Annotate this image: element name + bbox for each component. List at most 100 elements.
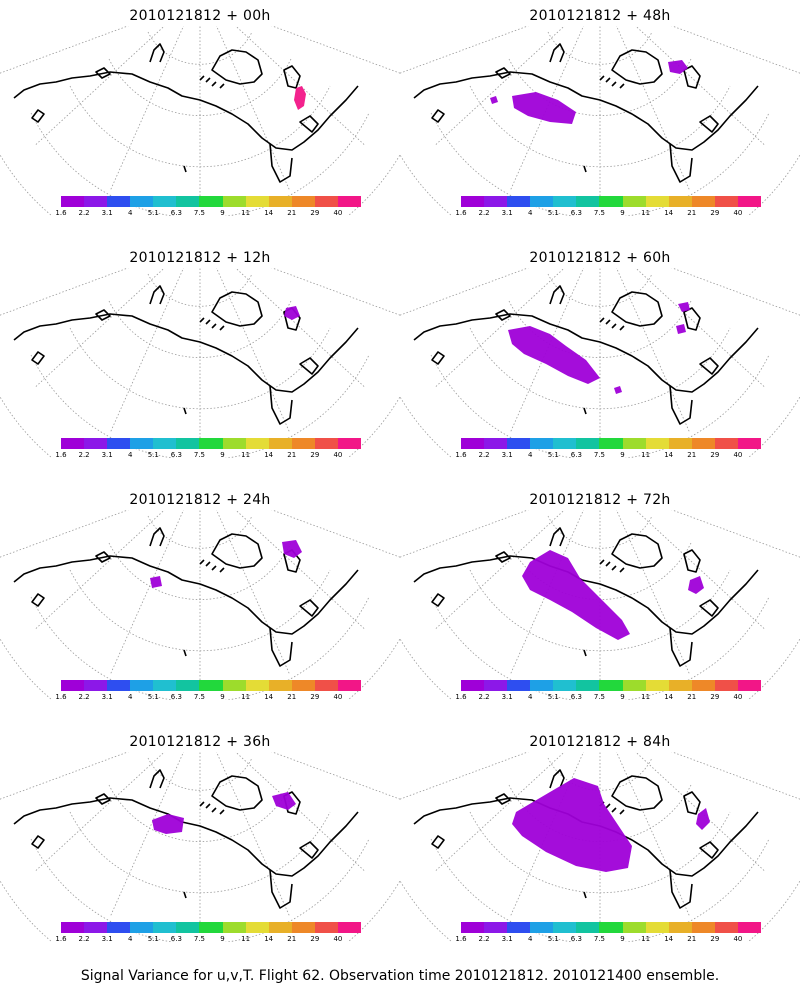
colorbar-swatch bbox=[222, 680, 246, 691]
colorbar-swatch bbox=[61, 438, 85, 449]
polar-map bbox=[400, 26, 800, 216]
colorbar-label: 14 bbox=[664, 451, 674, 459]
colorbar-swatch bbox=[507, 922, 531, 933]
colorbar bbox=[61, 922, 362, 933]
colorbar-swatch bbox=[199, 680, 223, 691]
colorbar-swatch bbox=[130, 196, 154, 207]
panel-title: 2010121812 + 48h bbox=[529, 8, 671, 24]
colorbar-label: 4 bbox=[527, 209, 533, 217]
colorbar-label: 40 bbox=[733, 209, 743, 217]
colorbar-swatch bbox=[245, 438, 269, 449]
colorbar-swatch bbox=[599, 680, 623, 691]
colorbar-label: 11 bbox=[241, 693, 251, 701]
colorbar-label: 21 bbox=[687, 451, 697, 459]
panel-title: 2010121812 + 60h bbox=[529, 250, 671, 266]
colorbar-swatch bbox=[314, 680, 338, 691]
colorbar-label: 1.6 bbox=[55, 209, 67, 217]
variance-shading bbox=[512, 778, 710, 872]
colorbar-swatch bbox=[530, 438, 554, 449]
colorbar-swatch bbox=[714, 680, 738, 691]
colorbar-label: 3.1 bbox=[501, 209, 513, 217]
colorbar-label: 1.6 bbox=[455, 451, 467, 459]
colorbar-swatch bbox=[668, 196, 692, 207]
colorbar-label: 9 bbox=[620, 451, 625, 459]
polar-map bbox=[0, 752, 400, 942]
colorbar-label: 3.1 bbox=[501, 693, 513, 701]
coastline bbox=[13, 285, 359, 425]
colorbar-swatch bbox=[576, 196, 600, 207]
colorbar-label: 21 bbox=[687, 209, 697, 217]
colorbar-label: 7.5 bbox=[593, 693, 606, 701]
colorbar-swatch bbox=[245, 922, 269, 933]
colorbar-label: 40 bbox=[733, 935, 743, 943]
panel-title: 2010121812 + 84h bbox=[529, 734, 671, 750]
map-panel: 2010121812 + 60h 1.6 2.2 3.1 4 5.1 6.3 7.5 9 11 14… bbox=[400, 242, 800, 484]
colorbar-swatch bbox=[176, 196, 200, 207]
panel-title: 2010121812 + 36h bbox=[129, 734, 271, 750]
colorbar bbox=[61, 680, 362, 691]
colorbar-label: 29 bbox=[710, 693, 720, 701]
map-panel: 2010121812 + 24h 1.6 2.2 3.1 4 5.1 6.3 7.5 9 11 14… bbox=[0, 484, 400, 726]
colorbar-label: 5.1 bbox=[147, 209, 159, 217]
colorbar-swatch bbox=[737, 438, 762, 449]
colorbar-label: 1.6 bbox=[55, 693, 67, 701]
colorbar-label: 21 bbox=[287, 935, 297, 943]
colorbar-label: 40 bbox=[333, 209, 343, 217]
colorbar-swatch bbox=[484, 922, 508, 933]
variance-shading bbox=[152, 792, 296, 834]
panel-title: 2010121812 + 12h bbox=[129, 250, 271, 266]
colorbar-swatch bbox=[291, 922, 315, 933]
colorbar-swatch bbox=[645, 922, 669, 933]
panel-title: 2010121812 + 72h bbox=[529, 492, 671, 508]
colorbar-label: 40 bbox=[733, 451, 743, 459]
colorbar-label: 2.2 bbox=[78, 209, 90, 217]
colorbar-swatch bbox=[484, 680, 508, 691]
polar-map bbox=[400, 268, 800, 458]
colorbar-label: 1.6 bbox=[455, 935, 467, 943]
colorbar-label: 7.5 bbox=[193, 935, 206, 943]
colorbar-swatch bbox=[622, 438, 646, 449]
colorbar-swatch bbox=[507, 438, 531, 449]
colorbar bbox=[461, 438, 762, 449]
variance-shading bbox=[508, 302, 690, 394]
colorbar-label: 21 bbox=[287, 693, 297, 701]
colorbar-swatch bbox=[84, 680, 108, 691]
colorbar-label: 29 bbox=[710, 209, 720, 217]
colorbar-swatch bbox=[714, 196, 738, 207]
colorbar-label: 14 bbox=[664, 209, 674, 217]
colorbar-swatch bbox=[691, 196, 715, 207]
colorbar-swatch bbox=[714, 438, 738, 449]
coastline bbox=[13, 43, 359, 183]
colorbar-swatch bbox=[691, 438, 715, 449]
colorbar-swatch bbox=[737, 680, 762, 691]
colorbar-label: 40 bbox=[733, 693, 743, 701]
colorbar-label: 11 bbox=[641, 451, 651, 459]
colorbar-labels: 1.6 2.2 3.1 4 5.1 6.3 7.5 9 11 14 21 29 40 bbox=[55, 935, 361, 945]
colorbar-swatch bbox=[291, 680, 315, 691]
colorbar-label: 29 bbox=[710, 935, 720, 943]
colorbar bbox=[461, 922, 762, 933]
colorbar-swatch bbox=[737, 196, 762, 207]
colorbar-label: 3.1 bbox=[101, 935, 113, 943]
colorbar-label: 11 bbox=[241, 209, 251, 217]
colorbar-label: 4 bbox=[127, 451, 133, 459]
colorbar-label: 1.6 bbox=[55, 935, 67, 943]
colorbar-swatch bbox=[222, 922, 246, 933]
colorbar-labels: 1.6 2.2 3.1 4 5.1 6.3 7.5 9 11 14 21 29 40 bbox=[55, 693, 361, 703]
polar-map bbox=[400, 752, 800, 942]
colorbar-label: 6.3 bbox=[170, 451, 182, 459]
colorbar-label: 1.6 bbox=[455, 209, 467, 217]
variance-shading bbox=[490, 60, 688, 124]
colorbar-label: 3.1 bbox=[101, 209, 113, 217]
colorbar-swatch bbox=[461, 196, 485, 207]
colorbar-label: 40 bbox=[333, 693, 343, 701]
colorbar-label: 4 bbox=[527, 451, 533, 459]
colorbar-swatch bbox=[84, 922, 108, 933]
colorbar-label: 6.3 bbox=[170, 209, 182, 217]
coastline bbox=[413, 285, 759, 425]
colorbar-swatch bbox=[268, 922, 292, 933]
colorbar-swatch bbox=[337, 438, 362, 449]
colorbar-label: 14 bbox=[264, 693, 274, 701]
colorbar-label: 7.5 bbox=[193, 209, 206, 217]
colorbar-swatch bbox=[130, 680, 154, 691]
